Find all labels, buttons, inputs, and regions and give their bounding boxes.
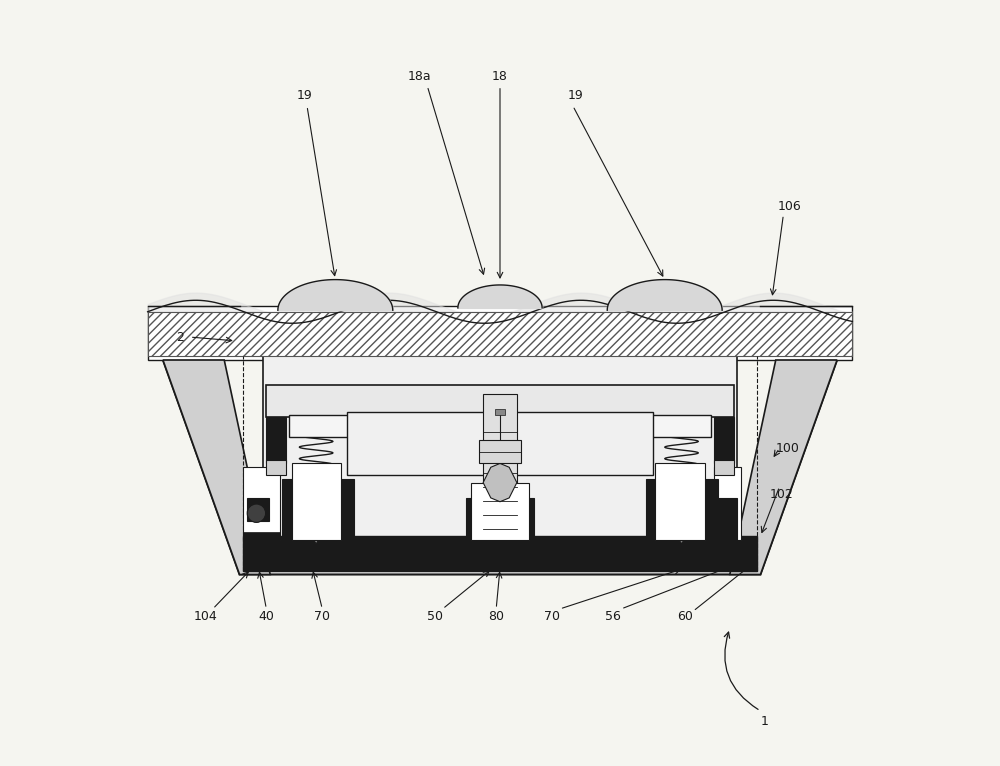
- Text: 106: 106: [778, 201, 801, 213]
- Bar: [282, 479, 354, 540]
- Text: 2: 2: [176, 331, 184, 343]
- Polygon shape: [665, 517, 698, 544]
- Text: 18: 18: [492, 70, 508, 83]
- Bar: [471, 483, 529, 540]
- Circle shape: [492, 446, 508, 461]
- Text: 60: 60: [677, 611, 693, 623]
- Bar: [266, 385, 734, 417]
- Text: 40: 40: [258, 611, 274, 623]
- Polygon shape: [163, 360, 837, 574]
- Bar: [243, 467, 280, 540]
- Bar: [714, 417, 734, 463]
- Bar: [347, 412, 653, 475]
- Polygon shape: [483, 463, 517, 502]
- Text: 70: 70: [314, 611, 330, 623]
- Text: 1: 1: [760, 715, 768, 728]
- Polygon shape: [163, 360, 270, 574]
- Text: 50: 50: [427, 611, 443, 623]
- Bar: [483, 394, 517, 540]
- Text: 18a: 18a: [408, 70, 431, 83]
- Bar: [714, 467, 741, 540]
- Bar: [479, 440, 521, 463]
- Text: 100: 100: [775, 442, 799, 454]
- Polygon shape: [148, 306, 852, 360]
- Bar: [292, 463, 341, 540]
- Bar: [466, 498, 534, 540]
- Text: 70: 70: [544, 611, 560, 623]
- Bar: [655, 463, 705, 540]
- Circle shape: [247, 504, 266, 522]
- Polygon shape: [730, 360, 837, 574]
- Polygon shape: [299, 517, 333, 544]
- Bar: [289, 415, 711, 437]
- Bar: [718, 498, 737, 540]
- Text: 19: 19: [567, 90, 583, 102]
- Bar: [266, 417, 286, 463]
- Bar: [495, 409, 505, 415]
- Text: 56: 56: [605, 611, 621, 623]
- Text: 80: 80: [488, 611, 504, 623]
- Bar: [148, 312, 852, 356]
- Bar: [247, 498, 269, 521]
- Text: 19: 19: [297, 90, 313, 102]
- Bar: [263, 356, 737, 540]
- Bar: [266, 460, 286, 475]
- Bar: [646, 479, 718, 540]
- Bar: [243, 536, 757, 571]
- Text: 102: 102: [770, 488, 794, 500]
- Bar: [243, 532, 280, 540]
- Text: 104: 104: [193, 611, 217, 623]
- Bar: [714, 460, 734, 475]
